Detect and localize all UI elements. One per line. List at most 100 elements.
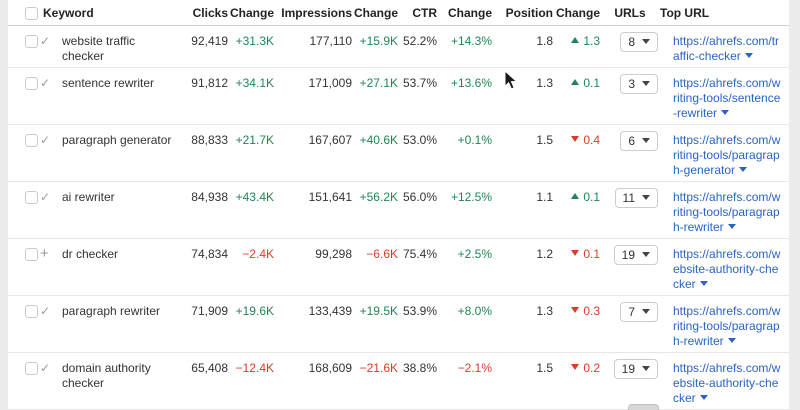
plus-icon[interactable]: + [40, 244, 49, 262]
ctr-change-value: +8.0% [437, 295, 492, 353]
check-icon[interactable]: ✓ [40, 303, 51, 318]
row-checkbox[interactable] [25, 304, 38, 318]
impressions-value: 99,298 [274, 238, 352, 296]
impressions-change-value: +19.5K [352, 295, 398, 353]
clicks-change-value: +21.7K [228, 124, 274, 182]
keyword-text[interactable]: paragraph rewriter [62, 303, 161, 318]
position-change-arrow-icon [571, 79, 580, 86]
impressions-value: 177,110 [274, 25, 352, 68]
check-icon[interactable]: ✓ [40, 75, 51, 90]
chevron-down-icon [739, 167, 748, 173]
position-change-value: 0.2 [553, 352, 600, 410]
ctr-value: 75.4% [398, 238, 437, 296]
keyword-text[interactable]: paragraph generator [62, 132, 172, 147]
chevron-down-icon [744, 53, 753, 59]
impressions-value: 171,009 [274, 67, 352, 125]
position-value: 1.3 [492, 67, 553, 125]
position-change-arrow-icon [571, 37, 580, 44]
position-change-arrow-icon [571, 193, 580, 200]
chevron-down-icon [642, 138, 650, 143]
ctr-value: 53.7% [398, 67, 437, 125]
keyword-text[interactable]: dr checker [62, 246, 119, 261]
keyword-text[interactable]: domain authority checker [62, 360, 151, 390]
table-row: ✓ website traffic checker 92,419 +31.3K … [8, 25, 789, 68]
urls-dropdown[interactable]: 8 [620, 31, 658, 52]
top-url-link[interactable]: https://ahrefs.com/writing-tools/sentenc… [673, 75, 781, 120]
position-change-value: 0.3 [553, 295, 600, 353]
table-row: ✓ domain authority checker 65,408 −12.4K… [8, 352, 789, 410]
urls-dropdown[interactable]: 19 [613, 358, 658, 379]
impressions-change-value: −21.6K [352, 352, 398, 410]
check-icon[interactable]: ✓ [40, 189, 51, 204]
keyword-text[interactable]: sentence rewriter [62, 75, 155, 90]
select-all-checkbox[interactable] [25, 7, 38, 20]
ctr-value: 52.2% [398, 25, 437, 68]
position-value: 1.3 [492, 295, 553, 353]
chevron-down-icon [642, 366, 650, 371]
ctr-value: 56.0% [398, 181, 437, 239]
next-row-urls-dropdown-partial[interactable] [628, 404, 659, 410]
col-header-ctr[interactable]: CTR [398, 0, 437, 26]
table-row: ✓ ai rewriter 84,938 +43.4K 151,641 +56.… [8, 181, 789, 239]
col-header-clicks-change[interactable]: Change [228, 0, 274, 26]
impressions-change-value: +15.9K [352, 25, 398, 68]
check-icon[interactable]: ✓ [40, 33, 51, 48]
urls-dropdown[interactable]: 6 [620, 130, 658, 151]
chevron-down-icon [642, 39, 650, 44]
row-checkbox[interactable] [25, 76, 38, 90]
chevron-down-icon [721, 110, 729, 116]
row-checkbox[interactable] [25, 133, 38, 147]
row-checkbox[interactable] [25, 361, 38, 375]
ctr-change-value: +0.1% [437, 124, 492, 182]
col-header-impressions[interactable]: Impressions [274, 0, 352, 26]
top-url-link[interactable]: https://ahrefs.com/writing-tools/paragra… [673, 189, 781, 234]
urls-dropdown[interactable]: 7 [620, 301, 658, 322]
urls-dropdown[interactable]: 3 [620, 73, 658, 94]
clicks-value: 65,408 [180, 352, 228, 410]
check-icon[interactable]: ✓ [40, 360, 51, 375]
top-url-link[interactable]: https://ahrefs.com/traffic-checker [673, 33, 780, 63]
chevron-down-icon [642, 309, 650, 314]
row-checkbox[interactable] [25, 34, 38, 48]
ctr-change-value: +14.3% [437, 25, 492, 68]
impressions-value: 133,439 [274, 295, 352, 353]
col-header-impressions-change[interactable]: Change [352, 0, 398, 26]
keyword-text[interactable]: website traffic checker [62, 33, 136, 63]
col-header-position[interactable]: Position [492, 0, 553, 26]
table-header: Keyword Clicks Change Impressions Change… [8, 0, 789, 26]
top-url-link[interactable]: https://ahrefs.com/writing-tools/paragra… [673, 132, 781, 177]
table-row: ✓ paragraph rewriter 71,909 +19.6K 133,4… [8, 295, 789, 353]
col-header-position-change[interactable]: Change [553, 0, 600, 26]
table-row: ✓ sentence rewriter 91,812 +34.1K 171,00… [8, 67, 789, 125]
col-header-ctr-change[interactable]: Change [437, 0, 492, 26]
chevron-down-icon [699, 395, 708, 401]
col-header-top-url[interactable]: Top URL [660, 0, 789, 26]
urls-dropdown[interactable]: 19 [613, 244, 658, 265]
top-url-link[interactable]: https://ahrefs.com/website-authority-che… [673, 246, 781, 291]
chevron-down-icon [727, 338, 736, 344]
impressions-value: 151,641 [274, 181, 352, 239]
ctr-change-value: +12.5% [437, 181, 492, 239]
ctr-change-value: −2.1% [437, 352, 492, 410]
col-header-urls[interactable]: URLs [600, 0, 660, 26]
chevron-down-icon [699, 281, 708, 287]
impressions-change-value: +40.6K [352, 124, 398, 182]
row-checkbox[interactable] [25, 190, 38, 204]
position-value: 1.5 [492, 352, 553, 410]
position-value: 1.1 [492, 181, 553, 239]
col-header-keyword[interactable]: Keyword [40, 0, 180, 26]
col-header-clicks[interactable]: Clicks [180, 0, 228, 26]
keyword-text[interactable]: ai rewriter [62, 189, 115, 204]
top-url-link[interactable]: https://ahrefs.com/writing-tools/paragra… [673, 303, 781, 348]
top-url-link[interactable]: https://ahrefs.com/website-authority-che… [673, 360, 781, 405]
urls-dropdown[interactable]: 11 [614, 187, 658, 208]
position-value: 1.5 [492, 124, 553, 182]
impressions-change-value: +27.1K [352, 67, 398, 125]
row-checkbox[interactable] [25, 247, 38, 261]
position-change-value: 0.1 [553, 238, 600, 296]
ctr-value: 38.8% [398, 352, 437, 410]
check-icon[interactable]: ✓ [40, 132, 51, 147]
ctr-change-value: +2.5% [437, 238, 492, 296]
impressions-value: 167,607 [274, 124, 352, 182]
